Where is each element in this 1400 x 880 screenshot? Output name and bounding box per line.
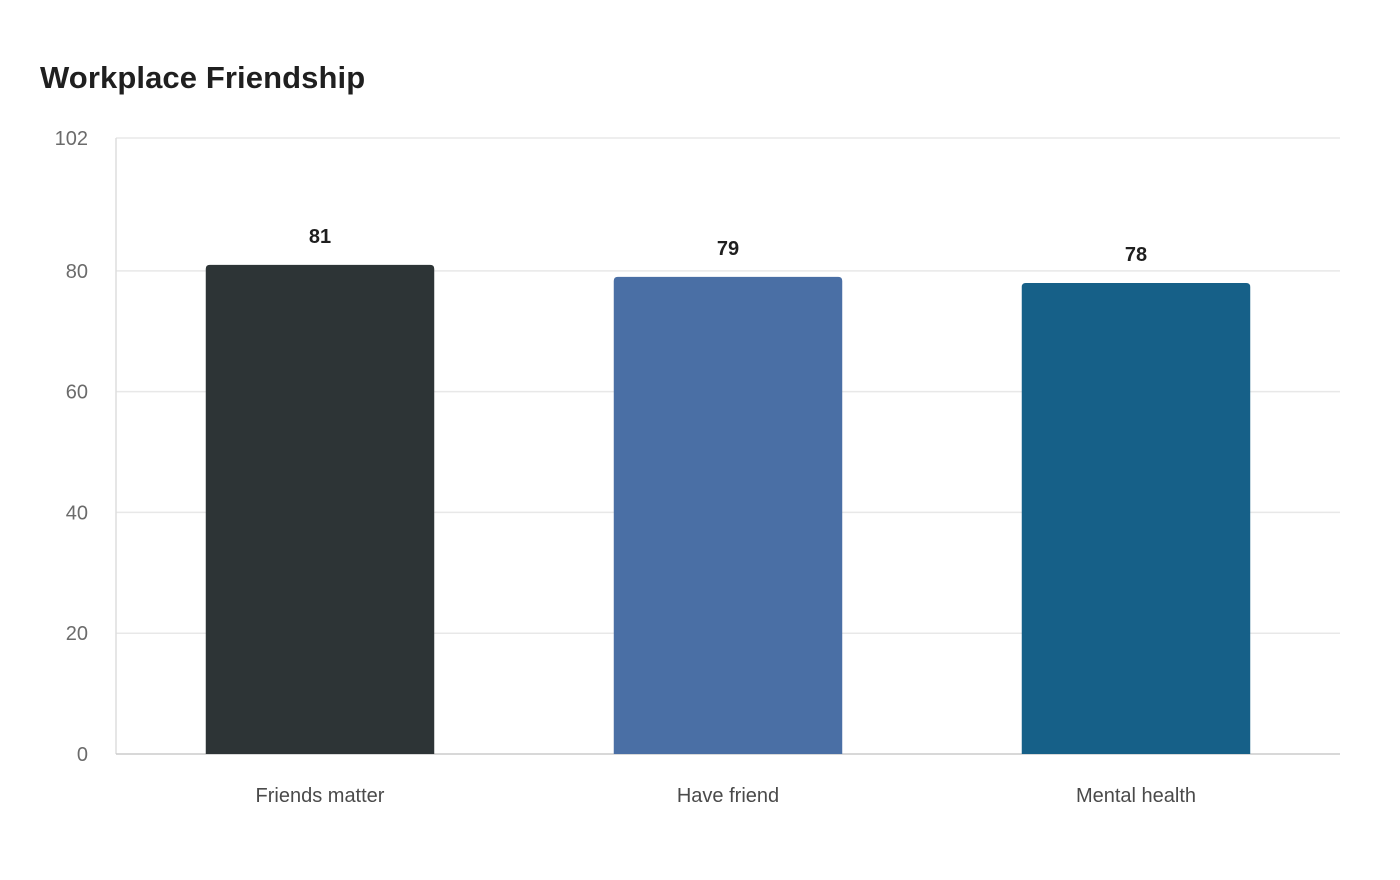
- bar: [205, 264, 435, 754]
- bar-value-label: 81: [309, 226, 331, 248]
- y-tick-label: 80: [66, 261, 88, 283]
- y-tick-label: 40: [66, 502, 88, 524]
- y-tick-label: 0: [77, 744, 88, 766]
- labels: 0 20 40 60 80 102 81 Friends matter 79 Have frien…: [55, 128, 1196, 807]
- y-tick-label: 102: [55, 128, 88, 150]
- x-tick-label: Mental health: [1076, 785, 1196, 807]
- bar-value-label: 79: [717, 238, 739, 260]
- bar: [613, 276, 843, 754]
- bar-value-label: 78: [1125, 244, 1147, 266]
- bar: [1021, 282, 1251, 754]
- bars: [205, 264, 1251, 754]
- y-tick-label: 20: [66, 623, 88, 645]
- x-tick-label: Friends matter: [256, 785, 385, 807]
- chart-title: Workplace Friendship: [40, 60, 366, 95]
- x-tick-label: Have friend: [677, 785, 779, 807]
- y-tick-label: 60: [66, 382, 88, 404]
